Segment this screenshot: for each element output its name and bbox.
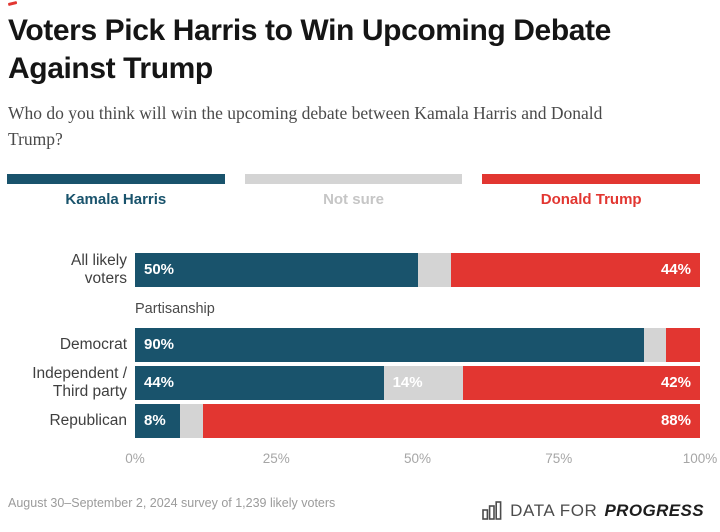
legend: Kamala Harris Not sure Donald Trump bbox=[7, 173, 700, 208]
section-label-partisanship: Partisanship bbox=[135, 300, 215, 317]
legend-swatch-not-sure bbox=[244, 173, 463, 184]
bar-value-label: 44% bbox=[144, 374, 175, 392]
bar-track-all-likely-voters: 50% 44% bbox=[135, 252, 700, 287]
bar-segment-donald-trump: 44% bbox=[451, 252, 700, 287]
legend-item-kamala-harris: Kamala Harris bbox=[7, 173, 225, 208]
bar-segment-not-sure bbox=[643, 327, 667, 362]
bar-value-label: 88% bbox=[660, 412, 691, 430]
x-axis-tick-25: 25% bbox=[262, 450, 290, 466]
bar-track-republican: 8% 88% bbox=[135, 403, 700, 438]
survey-question: Who do you think will win the upcoming d… bbox=[8, 103, 603, 149]
row-label-independent-third-party: Independent / Third party bbox=[32, 364, 127, 400]
logo-text-data-for: DATA FOR bbox=[510, 500, 598, 520]
legend-swatch-kamala-harris bbox=[7, 173, 225, 184]
stacked-bar-chart: All likely voters 50% 44% Partisanship Demo… bbox=[0, 251, 720, 469]
chart-rows-top: All likely voters 50% 44% bbox=[0, 251, 720, 287]
bar-value-label: 90% bbox=[144, 336, 175, 354]
legend-label-not-sure: Not sure bbox=[323, 190, 384, 208]
bar-chart-icon bbox=[482, 501, 503, 521]
legend-item-donald-trump: Donald Trump bbox=[482, 173, 700, 208]
legend-label-kamala-harris: Kamala Harris bbox=[65, 190, 167, 208]
x-axis-tick-100: 100% bbox=[682, 450, 718, 466]
bar-value-label: 44% bbox=[660, 261, 691, 279]
bar-value-label: 14% bbox=[392, 374, 423, 392]
bar-segment-not-sure: 14% bbox=[383, 365, 463, 400]
bar-value-label: 42% bbox=[660, 374, 691, 392]
footer: August 30–September 2, 2024 survey of 1,… bbox=[8, 494, 704, 521]
bar-segment-kamala-harris: 8% bbox=[135, 403, 181, 438]
bar-segment-kamala-harris: 44% bbox=[135, 365, 384, 400]
x-axis-tick-75: 75% bbox=[545, 450, 573, 466]
survey-note: August 30–September 2, 2024 survey of 1,… bbox=[8, 495, 336, 510]
bar-value-label: 8% bbox=[144, 412, 166, 430]
row-label-democrat: Democrat bbox=[59, 335, 127, 353]
legend-swatch-donald-trump bbox=[482, 173, 700, 184]
legend-item-not-sure: Not sure bbox=[244, 173, 463, 208]
row-label-all-likely-voters: All likely voters bbox=[71, 251, 127, 287]
bar-row-democrat: Democrat 90% bbox=[0, 327, 720, 362]
legend-label-donald-trump: Donald Trump bbox=[540, 190, 642, 208]
bar-segment-donald-trump: 88% bbox=[202, 403, 700, 438]
bar-track-independent-third-party: 44% 14% 42% bbox=[135, 365, 700, 400]
bar-row-all-likely-voters: All likely voters 50% 44% bbox=[0, 251, 720, 287]
logo-text-progress: PROGRESS bbox=[604, 500, 704, 520]
red-mark-artifact bbox=[7, 0, 18, 6]
chart-rows-partisan: Democrat 90% Independent / Third party 44% 14… bbox=[0, 327, 720, 438]
bar-segment-kamala-harris: 90% bbox=[135, 327, 644, 362]
bar-row-republican: Republican 8% 88% bbox=[0, 403, 720, 438]
x-axis-tick-50: 50% bbox=[403, 450, 432, 466]
data-for-progress-logo: DATA FOR PROGRESS bbox=[482, 501, 704, 521]
bar-row-independent-third-party: Independent / Third party 44% 14% 42% bbox=[0, 364, 720, 400]
x-axis-tick-0: 0% bbox=[125, 450, 145, 466]
bar-segment-donald-trump: 42% bbox=[462, 365, 700, 400]
bar-value-label: 50% bbox=[144, 261, 175, 279]
x-axis: 0% 25% 50% 75% 100% bbox=[125, 450, 717, 469]
bar-track-democrat: 90% bbox=[135, 327, 700, 362]
row-label-republican: Republican bbox=[49, 411, 127, 429]
bar-segment-not-sure bbox=[180, 403, 203, 438]
bar-segment-kamala-harris: 50% bbox=[135, 252, 418, 287]
bar-segment-not-sure bbox=[417, 252, 452, 287]
page-title: Voters Pick Harris to Win Upcoming Debat… bbox=[8, 14, 611, 86]
bar-segment-donald-trump bbox=[666, 327, 700, 362]
